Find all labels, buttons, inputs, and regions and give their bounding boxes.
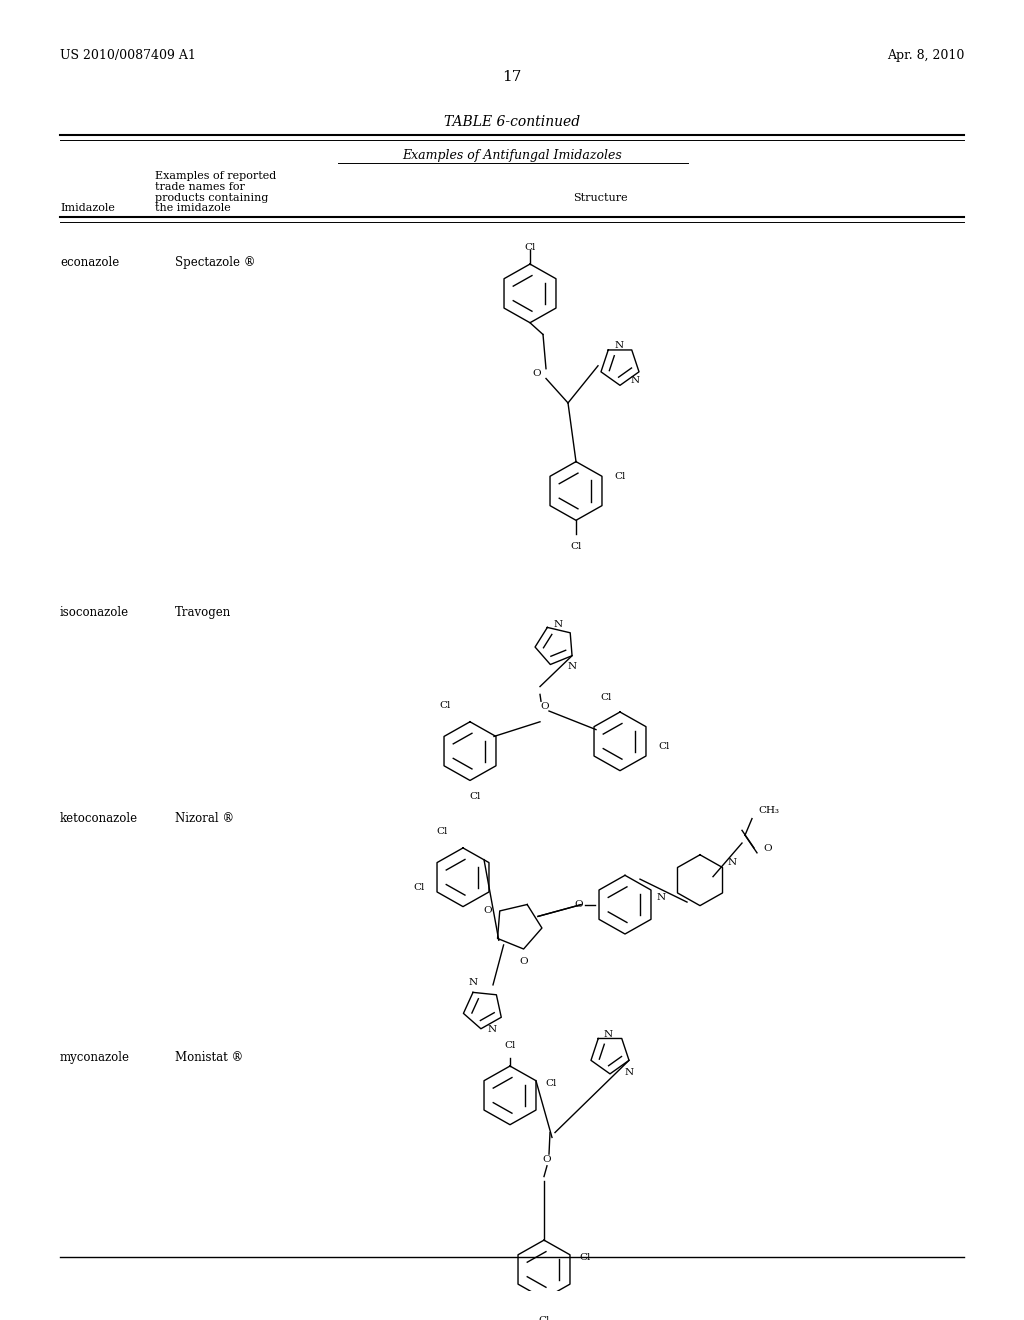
Text: Cl: Cl: [539, 1316, 550, 1320]
Text: Examples of reported: Examples of reported: [155, 172, 276, 181]
Text: Nizoral ®: Nizoral ®: [175, 812, 234, 825]
Text: N: N: [728, 858, 737, 867]
Text: isoconazole: isoconazole: [60, 606, 129, 619]
Text: N: N: [567, 661, 577, 671]
Text: Cl: Cl: [414, 883, 425, 891]
Text: Cl: Cl: [439, 701, 451, 710]
Text: O: O: [541, 702, 549, 710]
Text: Travogen: Travogen: [175, 606, 231, 619]
Text: N: N: [468, 978, 477, 986]
Text: trade names for: trade names for: [155, 182, 245, 191]
Text: Cl: Cl: [504, 1041, 516, 1051]
Text: ketoconazole: ketoconazole: [60, 812, 138, 825]
Text: Cl: Cl: [658, 742, 670, 751]
Text: Cl: Cl: [570, 541, 582, 550]
Text: N: N: [625, 1068, 634, 1077]
Text: TABLE 6-continued: TABLE 6-continued: [444, 115, 580, 129]
Text: Examples of Antifungal Imidazoles: Examples of Antifungal Imidazoles: [402, 149, 622, 161]
Text: Cl: Cl: [545, 1080, 556, 1088]
Text: CH₃: CH₃: [758, 807, 779, 816]
Text: US 2010/0087409 A1: US 2010/0087409 A1: [60, 49, 196, 62]
Text: Imidazole: Imidazole: [60, 203, 115, 214]
Text: N: N: [656, 894, 666, 903]
Text: econazole: econazole: [60, 256, 119, 269]
Text: O: O: [532, 370, 541, 378]
Text: N: N: [603, 1030, 612, 1039]
Text: myconazole: myconazole: [60, 1051, 130, 1064]
Text: N: N: [487, 1026, 497, 1034]
Text: Structure: Structure: [572, 193, 628, 203]
Text: O: O: [483, 907, 492, 916]
Text: the imidazole: the imidazole: [155, 203, 230, 214]
Text: Cl: Cl: [469, 792, 480, 801]
Text: O: O: [543, 1155, 551, 1164]
Text: Apr. 8, 2010: Apr. 8, 2010: [887, 49, 964, 62]
Text: products containing: products containing: [155, 193, 268, 203]
Text: Cl: Cl: [579, 1253, 591, 1262]
Text: Cl: Cl: [524, 243, 536, 252]
Text: O: O: [519, 957, 528, 966]
Text: Cl: Cl: [614, 471, 626, 480]
Text: Cl: Cl: [601, 693, 612, 702]
Text: O: O: [763, 845, 772, 854]
Text: O: O: [574, 900, 583, 909]
Text: 17: 17: [503, 70, 521, 84]
Text: N: N: [614, 341, 624, 350]
Text: Monistat ®: Monistat ®: [175, 1051, 244, 1064]
Text: N: N: [553, 620, 562, 630]
Text: Spectazole ®: Spectazole ®: [175, 256, 256, 269]
Text: N: N: [631, 376, 640, 384]
Text: Cl: Cl: [436, 828, 449, 836]
